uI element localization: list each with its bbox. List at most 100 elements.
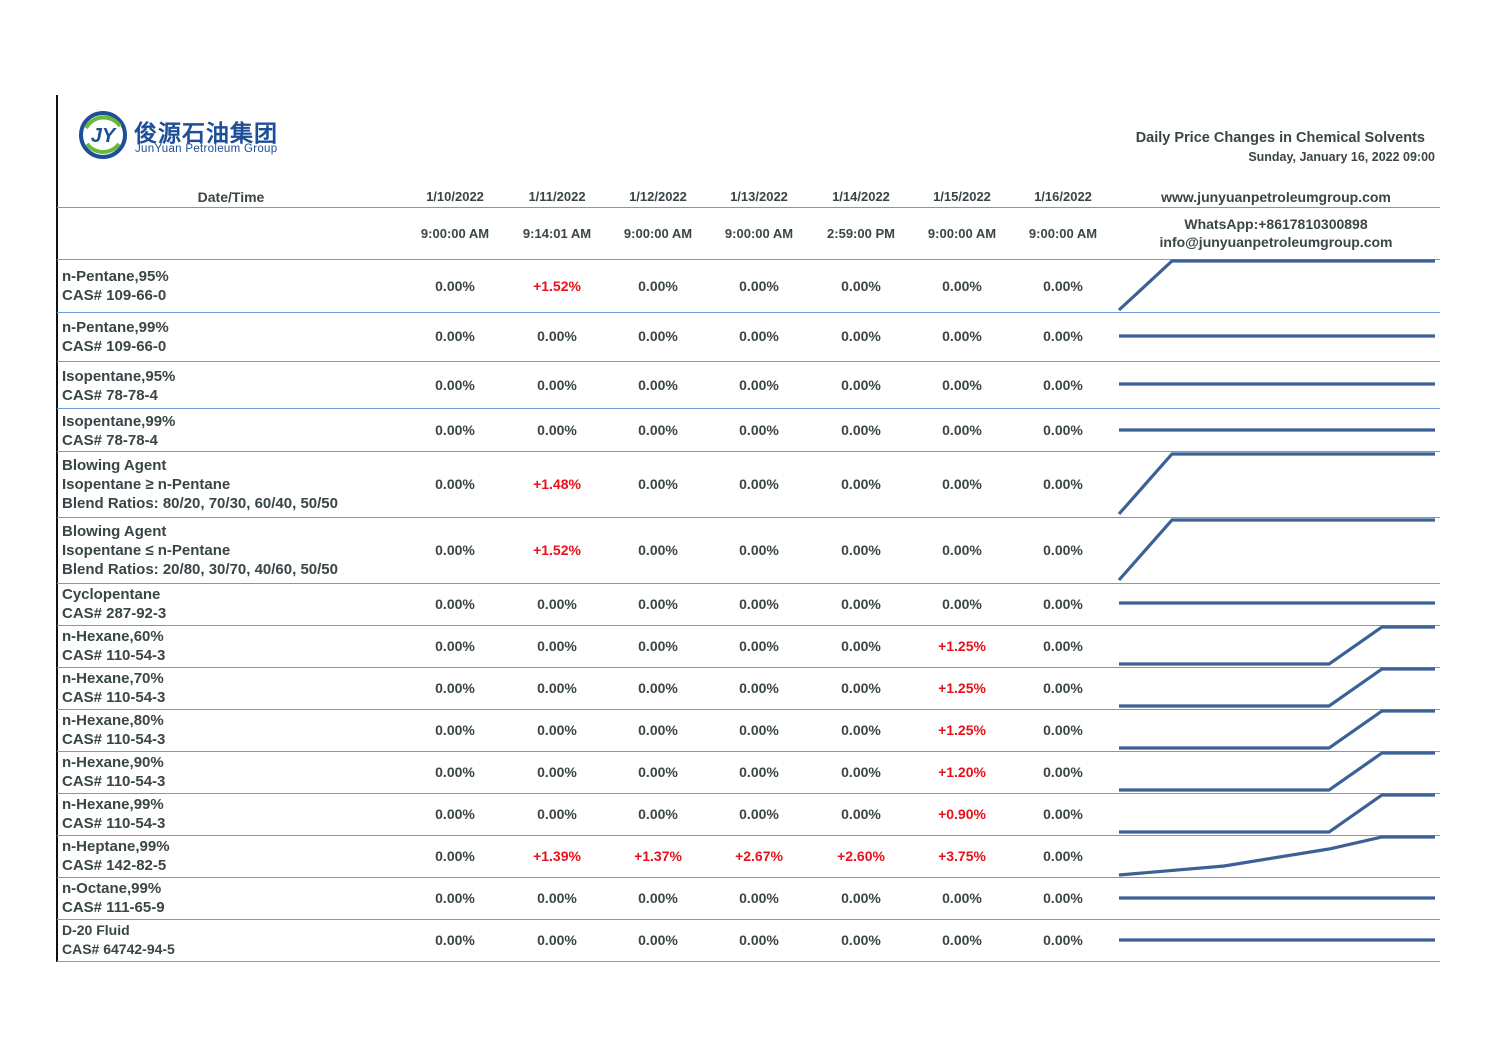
price-change: 0.00% bbox=[739, 764, 779, 780]
sparkline-chart bbox=[1117, 259, 1435, 312]
column-time: 9:00:00 AM bbox=[1028, 226, 1098, 241]
price-change: 0.00% bbox=[435, 848, 475, 864]
column-date: 1/15/2022 bbox=[933, 189, 991, 204]
price-change: 0.00% bbox=[435, 806, 475, 822]
price-change: 0.00% bbox=[1043, 278, 1083, 294]
row-divider bbox=[57, 835, 1440, 836]
product-cas: CAS# 287-92-3 bbox=[62, 605, 167, 622]
product-cas: CAS# 142-82-5 bbox=[62, 857, 167, 874]
price-change: 0.00% bbox=[942, 596, 982, 612]
price-change: 0.00% bbox=[841, 422, 881, 438]
row-divider bbox=[57, 408, 1440, 409]
price-change: 0.00% bbox=[739, 542, 779, 558]
price-change: 0.00% bbox=[739, 638, 779, 654]
price-change: 0.00% bbox=[638, 596, 678, 612]
price-change: 0.00% bbox=[841, 722, 881, 738]
row-divider bbox=[57, 312, 1440, 313]
product-title: Blowing Agent bbox=[62, 457, 167, 474]
sparkline-chart bbox=[1119, 601, 1435, 605]
row-divider bbox=[57, 709, 1440, 710]
svg-text:JY: JY bbox=[91, 125, 117, 147]
price-change: 0.00% bbox=[1043, 722, 1083, 738]
column-date: 1/10/2022 bbox=[426, 189, 484, 204]
column-date: 1/13/2022 bbox=[730, 189, 788, 204]
product-title: n-Pentane,99% bbox=[62, 319, 169, 336]
price-change: +1.25% bbox=[938, 638, 986, 654]
price-change: 0.00% bbox=[739, 596, 779, 612]
row-divider bbox=[57, 751, 1440, 752]
price-change: 0.00% bbox=[537, 806, 577, 822]
product-name: Cyclopentane CAS# 287-92-3 bbox=[62, 585, 166, 623]
product-blend-ratios: Blend Ratios: 80/20, 70/30, 60/40, 50/50 bbox=[62, 495, 338, 512]
product-name: n-Hexane,90% CAS# 110-54-3 bbox=[62, 753, 165, 791]
product-name: Blowing Agent Isopentane ≥ n-Pentane Ble… bbox=[62, 456, 338, 513]
column-time: 2:59:00 PM bbox=[827, 226, 895, 241]
column-date: 1/16/2022 bbox=[1034, 189, 1092, 204]
price-change: 0.00% bbox=[942, 932, 982, 948]
price-change: 0.00% bbox=[537, 764, 577, 780]
price-change: +1.25% bbox=[938, 722, 986, 738]
row-divider bbox=[57, 877, 1440, 878]
whatsapp-contact[interactable]: WhatsApp:+8617810300898 bbox=[1184, 216, 1368, 232]
price-change: 0.00% bbox=[537, 932, 577, 948]
column-date: 1/14/2022 bbox=[832, 189, 890, 204]
logo-english-name: JunYuan Petroleum Group bbox=[135, 143, 278, 155]
price-change: 0.00% bbox=[1043, 638, 1083, 654]
price-change: 0.00% bbox=[537, 328, 577, 344]
product-title: n-Heptane,99% bbox=[62, 838, 170, 855]
company-logo: JY 俊源石油集团 JunYuan Petroleum Group bbox=[78, 108, 298, 164]
product-blend-ratios: Blend Ratios: 20/80, 30/70, 40/60, 50/50 bbox=[62, 561, 338, 578]
row-divider bbox=[57, 517, 1440, 518]
product-cas: CAS# 110-54-3 bbox=[62, 647, 166, 664]
report-date: Sunday, January 16, 2022 09:00 bbox=[1248, 150, 1435, 164]
website-link[interactable]: www.junyuanpetroleumgroup.com bbox=[1161, 189, 1391, 205]
price-change: 0.00% bbox=[841, 806, 881, 822]
price-change: 0.00% bbox=[739, 278, 779, 294]
price-change: 0.00% bbox=[638, 890, 678, 906]
price-change: 0.00% bbox=[537, 722, 577, 738]
price-change: 0.00% bbox=[739, 476, 779, 492]
sparkline-chart bbox=[1119, 709, 1435, 750]
email-link[interactable]: info@junyuanpetroleumgroup.com bbox=[1159, 234, 1393, 250]
row-divider bbox=[57, 625, 1440, 626]
product-title: Cyclopentane bbox=[62, 586, 161, 603]
price-change: 0.00% bbox=[435, 680, 475, 696]
product-name: Blowing Agent Isopentane ≤ n-Pentane Ble… bbox=[62, 522, 338, 579]
price-change: 0.00% bbox=[739, 890, 779, 906]
sparkline-chart bbox=[1118, 835, 1435, 877]
price-change: 0.00% bbox=[841, 596, 881, 612]
product-title: n-Hexane,90% bbox=[62, 754, 164, 771]
column-time: 9:00:00 AM bbox=[420, 226, 490, 241]
price-change: 0.00% bbox=[841, 638, 881, 654]
price-change: 0.00% bbox=[537, 680, 577, 696]
price-change: 0.00% bbox=[638, 377, 678, 393]
product-cas: CAS# 78-78-4 bbox=[62, 432, 158, 449]
product-name: D-20 Fluid CAS# 64742-94-5 bbox=[62, 921, 175, 959]
price-change: 0.00% bbox=[739, 377, 779, 393]
price-change: 0.00% bbox=[435, 328, 475, 344]
price-change: 0.00% bbox=[739, 328, 779, 344]
table-bottom-border bbox=[57, 961, 1440, 962]
price-change: 0.00% bbox=[1043, 476, 1083, 492]
product-name: n-Hexane,80% CAS# 110-54-3 bbox=[62, 711, 165, 749]
price-change: 0.00% bbox=[435, 638, 475, 654]
column-date: 1/11/2022 bbox=[528, 189, 586, 204]
price-change: 0.00% bbox=[942, 328, 982, 344]
price-change: 0.00% bbox=[435, 542, 475, 558]
price-change: 0.00% bbox=[638, 328, 678, 344]
price-change: +1.20% bbox=[938, 764, 986, 780]
price-change: 0.00% bbox=[1043, 764, 1083, 780]
column-time: 9:00:00 AM bbox=[623, 226, 693, 241]
product-name: n-Hexane,99% CAS# 110-54-3 bbox=[62, 795, 165, 833]
price-change: 0.00% bbox=[841, 476, 881, 492]
price-change: 0.00% bbox=[435, 764, 475, 780]
product-name: Isopentane,95% CAS# 78-78-4 bbox=[62, 367, 175, 405]
sparkline-chart bbox=[1119, 667, 1435, 708]
price-change: 0.00% bbox=[841, 932, 881, 948]
price-change: 0.00% bbox=[739, 422, 779, 438]
price-change: +1.52% bbox=[533, 542, 581, 558]
price-change: 0.00% bbox=[739, 806, 779, 822]
price-change: 0.00% bbox=[638, 806, 678, 822]
price-change: 0.00% bbox=[942, 422, 982, 438]
